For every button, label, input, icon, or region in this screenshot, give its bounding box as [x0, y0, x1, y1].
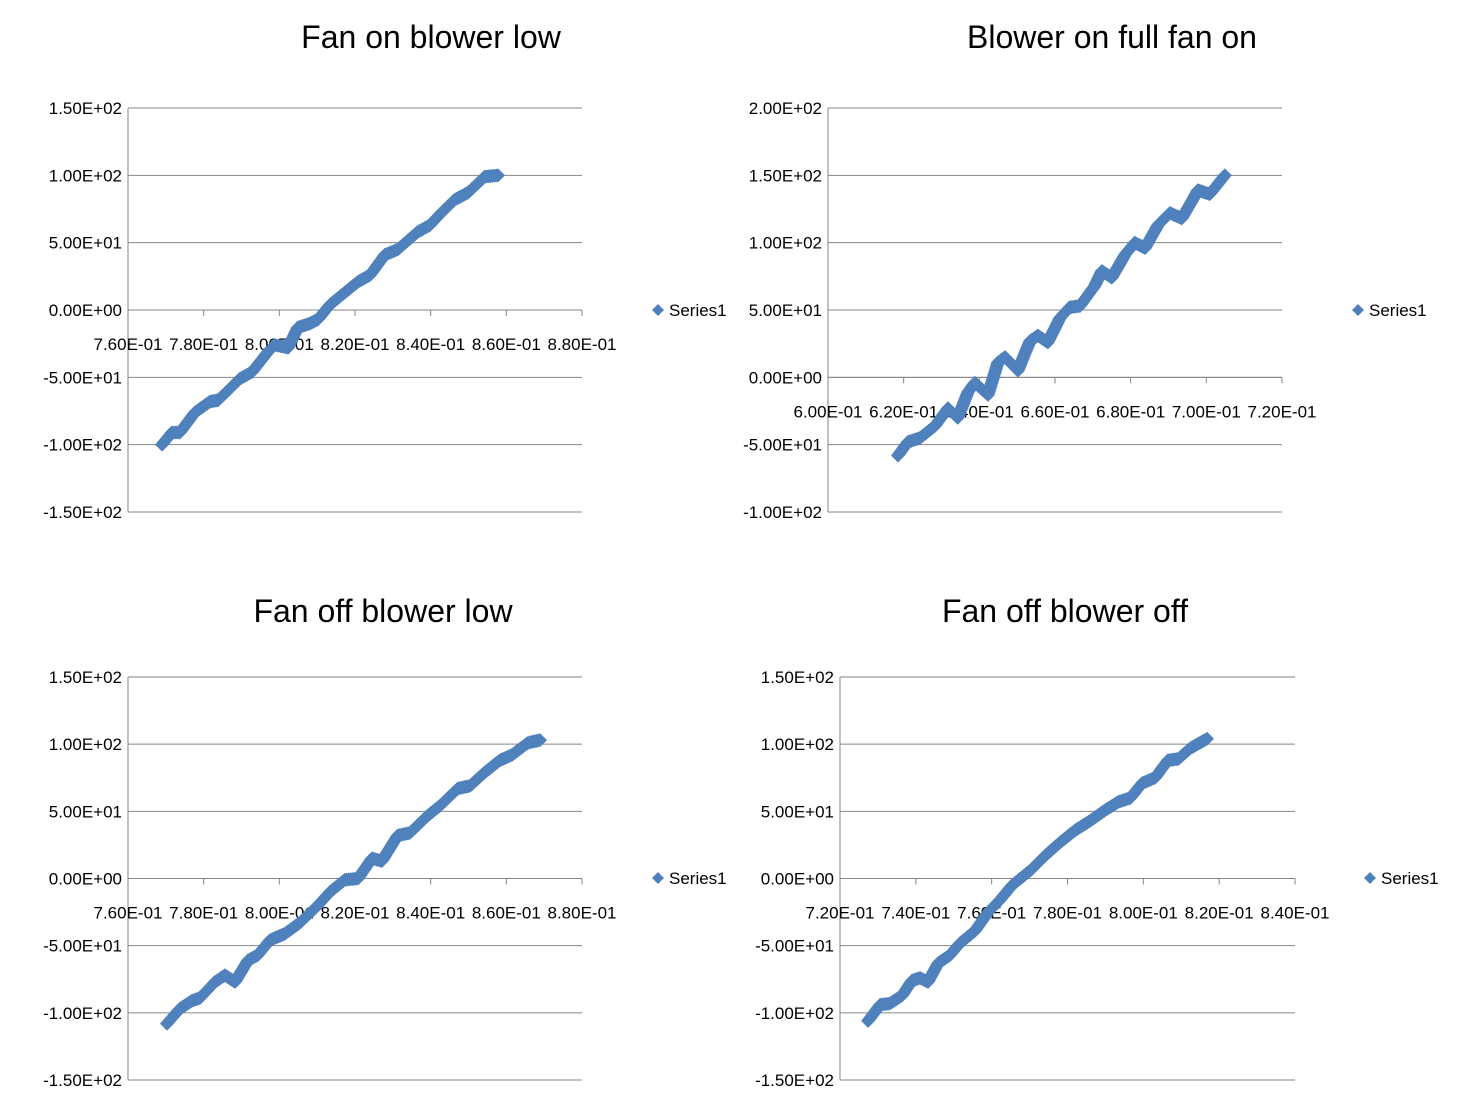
x-tick-label: 6.60E-01	[1021, 402, 1090, 421]
y-tick-label: -1.00E+02	[755, 1004, 834, 1023]
series-Series1	[890, 168, 1232, 463]
legend-label: Series1	[669, 301, 727, 320]
y-tick-label: -1.00E+02	[43, 1004, 122, 1023]
chart-title: Blower on full fan on	[967, 19, 1257, 55]
data-point	[1217, 168, 1232, 183]
chart-3: Fan off blower low 1.50E+02 1.00E+02 5.00E+…	[43, 593, 727, 1090]
legend-marker-icon	[652, 872, 664, 884]
y-tick-label: -1.50E+02	[43, 1071, 122, 1090]
y-tick-label: -5.00E+01	[43, 368, 122, 387]
x-tick-label: 6.80E-01	[1096, 402, 1165, 421]
y-tick-label: 5.00E+01	[749, 301, 822, 320]
y-tick-label: -5.00E+01	[43, 937, 122, 956]
y-tick-label: 1.50E+02	[49, 99, 122, 118]
x-tick-label: 6.00E-01	[794, 402, 863, 421]
series-Series1	[159, 733, 548, 1031]
data-point	[533, 733, 548, 748]
x-tick-label: 8.20E-01	[321, 904, 390, 923]
y-tick-label: 1.00E+02	[749, 234, 822, 253]
x-tick-label: 8.20E-01	[1185, 904, 1254, 923]
y-tick-label: 1.00E+02	[761, 735, 834, 754]
chart-title: Fan off blower off	[942, 593, 1188, 629]
x-tick-label: 8.80E-01	[548, 904, 617, 923]
legend: Series1	[1364, 869, 1439, 888]
x-tick-label: 8.40E-01	[396, 904, 465, 923]
y-tick-label: 1.50E+02	[49, 668, 122, 687]
y-tick-label: 2.00E+02	[749, 99, 822, 118]
y-tick-label: 5.00E+01	[761, 802, 834, 821]
x-tick-label: 7.20E-01	[806, 904, 875, 923]
y-tick-label: 1.50E+02	[761, 668, 834, 687]
y-tick-label: -5.00E+01	[743, 436, 822, 455]
legend: Series1	[1352, 301, 1427, 320]
chart-1: Fan on blower low 1.50E+02 1.00E+02 5.00E+0…	[43, 19, 727, 522]
y-tick-label: -1.50E+02	[43, 503, 122, 522]
legend-marker-icon	[1352, 304, 1364, 316]
series-Series1	[861, 731, 1215, 1028]
y-tick-label: -1.50E+02	[755, 1071, 834, 1090]
y-tick-label: -1.00E+02	[43, 436, 122, 455]
y-tick-label: 0.00E+00	[749, 368, 822, 387]
y-tick-label: 5.00E+01	[49, 802, 122, 821]
y-tick-label: 1.00E+02	[49, 166, 122, 185]
x-tick-label: 8.00E-01	[1109, 904, 1178, 923]
legend: Series1	[652, 869, 727, 888]
x-tick-label: 8.80E-01	[548, 335, 617, 354]
y-tick-label: 0.00E+00	[761, 870, 834, 889]
x-tick-label: 7.60E-01	[94, 335, 163, 354]
data-point	[1200, 731, 1215, 746]
x-tick-label: 7.80E-01	[169, 904, 238, 923]
y-tick-label: 0.00E+00	[49, 870, 122, 889]
x-tick-label: 8.40E-01	[1261, 904, 1330, 923]
x-tick-label: 7.80E-01	[169, 335, 238, 354]
chart-title: Fan off blower low	[253, 593, 513, 629]
x-tick-label: 6.20E-01	[869, 402, 938, 421]
y-tick-label: 0.00E+00	[49, 301, 122, 320]
x-tick-label: 7.60E-01	[94, 904, 163, 923]
legend-label: Series1	[1369, 301, 1427, 320]
x-tick-label: 7.40E-01	[881, 904, 950, 923]
y-tick-label: -5.00E+01	[755, 937, 834, 956]
y-tick-label: 5.00E+01	[49, 234, 122, 253]
x-tick-label: 8.60E-01	[472, 335, 541, 354]
legend-marker-icon	[652, 304, 664, 316]
y-tick-label: 1.00E+02	[49, 735, 122, 754]
x-tick-label: 8.20E-01	[321, 335, 390, 354]
legend-marker-icon	[1364, 872, 1376, 884]
x-tick-label: 8.00E-01	[245, 904, 314, 923]
x-tick-label: 8.60E-01	[472, 904, 541, 923]
legend: Series1	[652, 301, 727, 320]
legend-label: Series1	[669, 869, 727, 888]
y-tick-label: -1.00E+02	[743, 503, 822, 522]
series-Series1	[155, 168, 506, 452]
chart-title: Fan on blower low	[301, 19, 562, 55]
x-tick-label: 7.80E-01	[1033, 904, 1102, 923]
y-tick-label: 1.50E+02	[749, 166, 822, 185]
x-tick-label: 7.20E-01	[1248, 402, 1317, 421]
data-point	[491, 168, 506, 183]
chart-4: Fan off blower off 1.50E+02 1.00E+02 5.00E+…	[755, 593, 1439, 1090]
legend-label: Series1	[1381, 869, 1439, 888]
chart-2: Blower on full fan on 2.00E+02 1.50E+02 1.0…	[743, 19, 1427, 522]
x-tick-label: 7.00E-01	[1172, 402, 1241, 421]
x-tick-label: 8.40E-01	[396, 335, 465, 354]
